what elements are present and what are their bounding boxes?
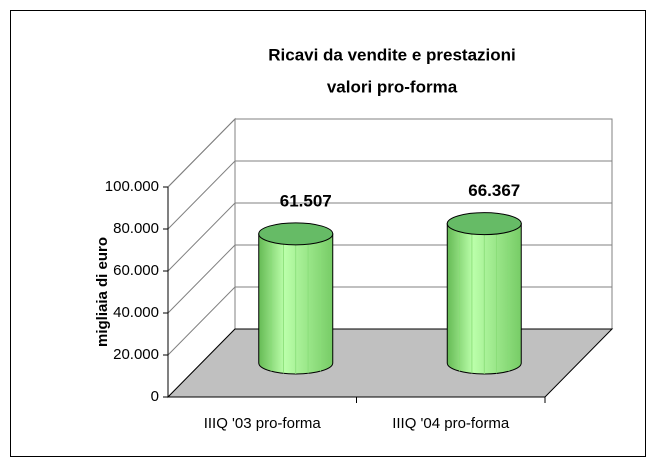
y-tick-label: 20.000 (113, 346, 159, 363)
grid-line (167, 118, 612, 188)
y-tick-label: 80.000 (113, 220, 159, 237)
y-tick-label: 40.000 (113, 304, 159, 321)
cylinder-top (258, 222, 334, 246)
chart-subtitle: valori pro-forma (327, 77, 458, 96)
grid-line (167, 202, 612, 272)
floor (166, 328, 614, 398)
value-label: 66.367 (468, 181, 520, 200)
cylinder-top (446, 212, 522, 236)
chart-title: Ricavi da vendite e prestazioni (268, 45, 516, 64)
grid-line (167, 160, 612, 230)
value-label: 61.507 (280, 191, 332, 210)
x-tick-label: IIIQ '03 pro-forma (204, 415, 322, 432)
y-tick-label: 0 (151, 388, 159, 405)
y-tick-label: 100.000 (105, 178, 159, 195)
y-tick-label: 60.000 (113, 262, 159, 279)
y-axis-label: migliaia di euro (94, 237, 111, 347)
x-tick-label: IIIQ '04 pro-forma (392, 415, 510, 432)
